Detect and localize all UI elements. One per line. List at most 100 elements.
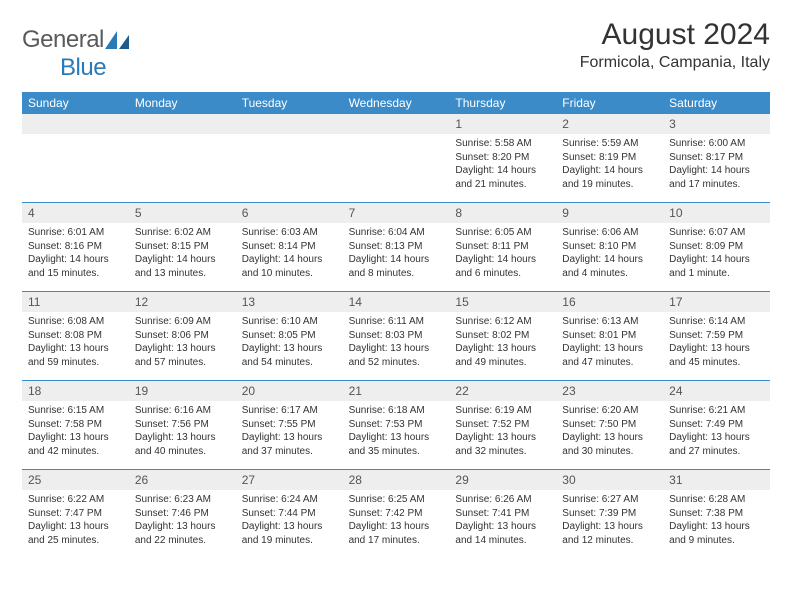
day-header-tuesday: Tuesday [236,92,343,114]
calendar-cell: 25Sunrise: 6:22 AMSunset: 7:47 PMDayligh… [22,470,129,558]
sunset-text: Sunset: 7:41 PM [455,507,550,521]
day-number [343,114,450,134]
day-header-monday: Monday [129,92,236,114]
calendar-cell: 8Sunrise: 6:05 AMSunset: 8:11 PMDaylight… [449,203,556,291]
cell-body: Sunrise: 6:13 AMSunset: 8:01 PMDaylight:… [556,312,663,375]
sunrise-text: Sunrise: 6:10 AM [242,315,337,329]
daylight-text: Daylight: 13 hours and 37 minutes. [242,431,337,458]
daylight-text: Daylight: 14 hours and 1 minute. [669,253,764,280]
sunrise-text: Sunrise: 6:12 AM [455,315,550,329]
calendar-cell: 27Sunrise: 6:24 AMSunset: 7:44 PMDayligh… [236,470,343,558]
calendar-cell [129,114,236,202]
daylight-text: Daylight: 13 hours and 47 minutes. [562,342,657,369]
sunrise-text: Sunrise: 6:19 AM [455,404,550,418]
sunrise-text: Sunrise: 6:20 AM [562,404,657,418]
cell-body: Sunrise: 6:18 AMSunset: 7:53 PMDaylight:… [343,401,450,464]
sunset-text: Sunset: 8:14 PM [242,240,337,254]
day-number: 12 [129,292,236,312]
cell-body: Sunrise: 6:20 AMSunset: 7:50 PMDaylight:… [556,401,663,464]
calendar-cell: 2Sunrise: 5:59 AMSunset: 8:19 PMDaylight… [556,114,663,202]
week-row: 1Sunrise: 5:58 AMSunset: 8:20 PMDaylight… [22,114,770,202]
cell-body: Sunrise: 6:07 AMSunset: 8:09 PMDaylight:… [663,223,770,286]
cell-body: Sunrise: 6:16 AMSunset: 7:56 PMDaylight:… [129,401,236,464]
day-number: 9 [556,203,663,223]
sunset-text: Sunset: 7:42 PM [349,507,444,521]
cell-body: Sunrise: 6:09 AMSunset: 8:06 PMDaylight:… [129,312,236,375]
day-number: 11 [22,292,129,312]
day-number [22,114,129,134]
day-number [129,114,236,134]
cell-body: Sunrise: 6:08 AMSunset: 8:08 PMDaylight:… [22,312,129,375]
logo: General [22,26,133,54]
calendar-cell: 23Sunrise: 6:20 AMSunset: 7:50 PMDayligh… [556,381,663,469]
sunset-text: Sunset: 7:38 PM [669,507,764,521]
cell-body: Sunrise: 6:19 AMSunset: 7:52 PMDaylight:… [449,401,556,464]
calendar-cell: 17Sunrise: 6:14 AMSunset: 7:59 PMDayligh… [663,292,770,380]
daylight-text: Daylight: 13 hours and 32 minutes. [455,431,550,458]
daylight-text: Daylight: 13 hours and 25 minutes. [28,520,123,547]
day-number: 17 [663,292,770,312]
sunset-text: Sunset: 8:02 PM [455,329,550,343]
sunset-text: Sunset: 7:55 PM [242,418,337,432]
calendar-page: General August 2024 Formicola, Campania,… [0,0,792,568]
calendar-cell: 1Sunrise: 5:58 AMSunset: 8:20 PMDaylight… [449,114,556,202]
calendar-cell: 3Sunrise: 6:00 AMSunset: 8:17 PMDaylight… [663,114,770,202]
daylight-text: Daylight: 14 hours and 4 minutes. [562,253,657,280]
sunrise-text: Sunrise: 6:22 AM [28,493,123,507]
logo-text-general: General [22,26,104,54]
sunrise-text: Sunrise: 6:08 AM [28,315,123,329]
week-row: 18Sunrise: 6:15 AMSunset: 7:58 PMDayligh… [22,380,770,469]
day-number: 13 [236,292,343,312]
day-number: 5 [129,203,236,223]
day-header-wednesday: Wednesday [343,92,450,114]
sunrise-text: Sunrise: 6:24 AM [242,493,337,507]
day-header-thursday: Thursday [449,92,556,114]
sunset-text: Sunset: 8:05 PM [242,329,337,343]
day-number: 10 [663,203,770,223]
sunset-text: Sunset: 8:19 PM [562,151,657,165]
cell-body: Sunrise: 6:01 AMSunset: 8:16 PMDaylight:… [22,223,129,286]
week-row: 25Sunrise: 6:22 AMSunset: 7:47 PMDayligh… [22,469,770,558]
sunset-text: Sunset: 7:59 PM [669,329,764,343]
calendar-cell: 10Sunrise: 6:07 AMSunset: 8:09 PMDayligh… [663,203,770,291]
sunset-text: Sunset: 7:46 PM [135,507,230,521]
daylight-text: Daylight: 13 hours and 30 minutes. [562,431,657,458]
daylight-text: Daylight: 13 hours and 27 minutes. [669,431,764,458]
day-number: 4 [22,203,129,223]
sunset-text: Sunset: 8:17 PM [669,151,764,165]
calendar-cell: 6Sunrise: 6:03 AMSunset: 8:14 PMDaylight… [236,203,343,291]
calendar-grid: SundayMondayTuesdayWednesdayThursdayFrid… [22,92,770,558]
daylight-text: Daylight: 13 hours and 19 minutes. [242,520,337,547]
calendar-cell: 22Sunrise: 6:19 AMSunset: 7:52 PMDayligh… [449,381,556,469]
cell-body: Sunrise: 6:24 AMSunset: 7:44 PMDaylight:… [236,490,343,553]
day-number: 27 [236,470,343,490]
cell-body: Sunrise: 6:14 AMSunset: 7:59 PMDaylight:… [663,312,770,375]
cell-body: Sunrise: 6:05 AMSunset: 8:11 PMDaylight:… [449,223,556,286]
cell-body: Sunrise: 6:03 AMSunset: 8:14 PMDaylight:… [236,223,343,286]
cell-body: Sunrise: 6:22 AMSunset: 7:47 PMDaylight:… [22,490,129,553]
sunset-text: Sunset: 7:58 PM [28,418,123,432]
sunrise-text: Sunrise: 6:03 AM [242,226,337,240]
calendar-cell: 19Sunrise: 6:16 AMSunset: 7:56 PMDayligh… [129,381,236,469]
sunset-text: Sunset: 7:52 PM [455,418,550,432]
sail-icon [103,29,131,51]
day-number: 26 [129,470,236,490]
calendar-cell: 20Sunrise: 6:17 AMSunset: 7:55 PMDayligh… [236,381,343,469]
sunrise-text: Sunrise: 6:13 AM [562,315,657,329]
day-number: 21 [343,381,450,401]
cell-body: Sunrise: 6:06 AMSunset: 8:10 PMDaylight:… [556,223,663,286]
calendar-cell: 21Sunrise: 6:18 AMSunset: 7:53 PMDayligh… [343,381,450,469]
sunrise-text: Sunrise: 6:26 AM [455,493,550,507]
sunrise-text: Sunrise: 6:17 AM [242,404,337,418]
sunset-text: Sunset: 8:03 PM [349,329,444,343]
day-number: 18 [22,381,129,401]
cell-body: Sunrise: 5:58 AMSunset: 8:20 PMDaylight:… [449,134,556,197]
sunrise-text: Sunrise: 6:06 AM [562,226,657,240]
calendar-cell: 16Sunrise: 6:13 AMSunset: 8:01 PMDayligh… [556,292,663,380]
daylight-text: Daylight: 13 hours and 12 minutes. [562,520,657,547]
sunset-text: Sunset: 8:16 PM [28,240,123,254]
cell-body: Sunrise: 6:28 AMSunset: 7:38 PMDaylight:… [663,490,770,553]
sunrise-text: Sunrise: 6:05 AM [455,226,550,240]
sunset-text: Sunset: 7:39 PM [562,507,657,521]
daylight-text: Daylight: 13 hours and 22 minutes. [135,520,230,547]
